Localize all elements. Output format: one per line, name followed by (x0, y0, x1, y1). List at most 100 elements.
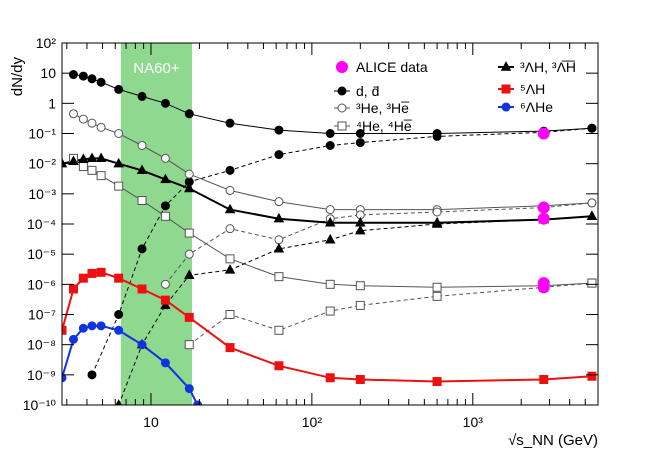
data-point-s1-3 (160, 201, 170, 211)
na60-band (120, 43, 193, 405)
data-point-s9-2 (78, 323, 88, 333)
legend-marker-8 (501, 84, 511, 94)
data-point-s1-9 (432, 131, 442, 141)
data-point-s8-9 (225, 343, 235, 353)
data-point-s6-9 (224, 203, 236, 214)
data-point-s7-6 (324, 233, 336, 244)
data-point-s1-1 (114, 310, 124, 319)
data-point-s0-8 (225, 118, 235, 128)
data-point-s6-11 (324, 216, 336, 227)
x-tick-label-1: 10² (302, 414, 323, 430)
data-point-s7-0 (115, 399, 122, 405)
data-point-s5-3 (325, 306, 335, 316)
data-point-s6-2 (78, 153, 89, 163)
data-point-s2-9 (274, 197, 284, 207)
data-point-s2-7 (184, 169, 194, 179)
data-point-s2-6 (160, 153, 170, 163)
data-point-s10-0 (537, 127, 550, 140)
data-point-s1-7 (325, 141, 335, 151)
data-point-s1-6 (274, 150, 284, 160)
data-point-s3-6 (432, 207, 442, 217)
data-point-s8-1 (68, 284, 78, 294)
data-point-s7-4 (224, 264, 236, 274)
y-tick-label-5: 10⁻³ (28, 186, 56, 202)
data-point-s4-1 (78, 162, 88, 172)
data-point-s6-3 (86, 152, 98, 163)
data-point-s4-4 (114, 181, 124, 191)
data-point-s6-1 (68, 155, 79, 165)
series-line-9 (62, 324, 199, 405)
data-point-s6-4 (95, 152, 107, 163)
data-point-s2-0 (68, 109, 78, 119)
data-point-s0-9 (274, 125, 284, 135)
data-point-s1-0 (87, 370, 97, 380)
x-tick-label-0: 10 (143, 414, 159, 430)
data-point-s0-5 (137, 91, 147, 101)
data-point-s0-6 (160, 98, 170, 108)
y-tick-label-0: 10² (36, 35, 57, 51)
y-tick-label-3: 10⁻¹ (28, 126, 56, 142)
y-tick-label-2: 1 (48, 95, 56, 111)
data-point-s1-5 (225, 165, 235, 175)
data-point-s5-1 (225, 310, 235, 319)
data-point-s8-15 (587, 371, 597, 381)
data-point-s5-0 (184, 340, 194, 350)
data-point-s7-2 (160, 299, 171, 310)
data-point-s2-5 (137, 141, 147, 151)
y-tick-label-10: 10⁻⁸ (27, 337, 56, 353)
legend-label-0: d, d̄ (356, 83, 379, 99)
data-point-s1-8 (355, 138, 365, 148)
data-point-s2-1 (78, 114, 88, 124)
data-point-s4-3 (96, 171, 106, 181)
data-point-s6-10 (273, 212, 285, 223)
data-point-s9-3 (87, 321, 97, 331)
legend-label-6: ³ΛH, ³Λ̅H̅ (520, 59, 576, 75)
data-point-s8-5 (114, 273, 124, 283)
data-point-s5-7 (587, 278, 597, 288)
data-point-s8-4 (96, 267, 106, 277)
data-point-s4-5 (137, 196, 147, 206)
data-point-s9-7 (160, 358, 170, 368)
data-point-s8-3 (87, 268, 97, 278)
data-point-s7-3 (184, 269, 195, 279)
y-tick-label-6: 10⁻⁴ (27, 216, 56, 232)
data-point-s6-5 (113, 157, 124, 168)
data-point-s2-4 (114, 129, 124, 138)
data-point-s2-10 (325, 205, 335, 215)
data-point-s9-0 (62, 373, 67, 383)
na60-band-label: NA60+ (133, 60, 180, 77)
data-point-s9-1 (68, 334, 78, 344)
data-point-s2-3 (96, 122, 106, 132)
data-point-s4-7 (184, 228, 194, 238)
data-point-s2-8 (225, 185, 235, 195)
data-point-s0-0 (68, 70, 78, 80)
data-point-s4-12 (432, 282, 442, 292)
series-line-6 (62, 157, 592, 224)
data-point-s4-10 (325, 279, 335, 289)
y-tick-label-11: 10⁻⁹ (27, 367, 56, 383)
data-point-s8-14 (539, 375, 549, 385)
data-point-s5-5 (432, 291, 442, 301)
legend-label-2: ³He, ³He̅ (356, 100, 410, 116)
data-point-s8-6 (137, 284, 147, 294)
data-point-s7-8 (431, 218, 443, 228)
legend-marker-9 (501, 102, 511, 112)
data-point-s2-2 (87, 118, 97, 128)
data-point-s3-1 (184, 249, 194, 259)
data-point-s6-7 (160, 173, 171, 184)
data-point-s4-2 (87, 165, 97, 175)
data-point-s0-3 (96, 77, 106, 87)
y-tick-label-8: 10⁻⁶ (27, 276, 56, 292)
data-point-s10-4 (537, 277, 550, 290)
data-point-s3-0 (160, 279, 170, 289)
data-point-s0-7 (184, 109, 194, 119)
legend-marker-0 (337, 86, 347, 96)
y-tick-label-9: 10⁻⁷ (28, 307, 56, 323)
y-axis-title: dN/dy (9, 57, 26, 97)
legend-marker-10 (336, 61, 348, 73)
data-point-s0-11 (355, 129, 365, 138)
data-point-s0-1 (78, 71, 88, 81)
legend-label-4: ⁴He, ⁴He̅ (356, 118, 413, 134)
data-point-s8-11 (325, 373, 335, 383)
